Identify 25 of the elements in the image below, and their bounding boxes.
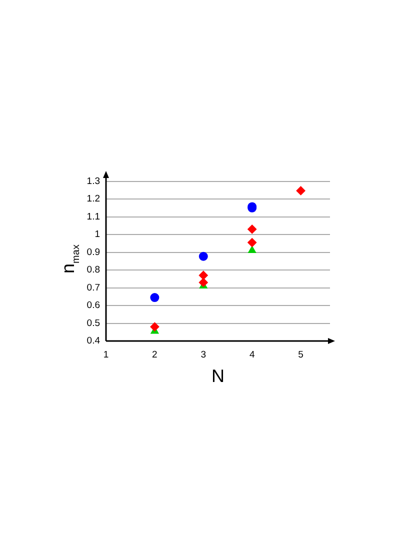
y-tick-label: 1.3: [86, 176, 100, 187]
x-tick-label: 1: [103, 349, 109, 360]
y-tick-label: 0.8: [86, 264, 100, 276]
y-tick-label: 0.7: [86, 282, 100, 294]
point: [198, 278, 208, 287]
y-tick-label: 0.9: [86, 246, 100, 258]
x-tick-label: 4: [249, 349, 255, 360]
x-tick-label: 5: [298, 349, 304, 360]
y-tick-label: 1: [94, 229, 100, 240]
y-tick-label: 1.2: [86, 194, 100, 205]
y-tick-label: 0.4: [86, 336, 100, 347]
x-axis-title: N: [210, 366, 226, 387]
y-tick-label: 0.6: [86, 300, 100, 312]
point: [248, 246, 256, 254]
x-tick-label: 3: [200, 349, 206, 360]
point: [248, 238, 257, 248]
point: [296, 186, 306, 196]
point: [248, 224, 257, 234]
x-tick-label: 2: [152, 349, 158, 360]
point: [150, 293, 160, 302]
point: [150, 322, 160, 332]
y-tick-label: 1.1: [86, 211, 100, 222]
y-tick-label: 0.5: [86, 318, 100, 329]
point: [198, 270, 208, 280]
point: [198, 252, 208, 261]
